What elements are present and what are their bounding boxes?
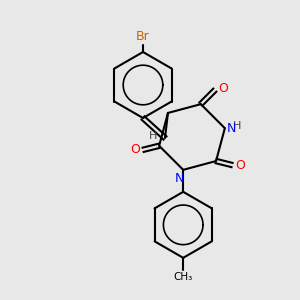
Text: N: N [175, 172, 184, 185]
Text: O: O [218, 82, 228, 95]
Text: O: O [235, 158, 245, 172]
Text: N: N [227, 122, 236, 135]
Text: O: O [130, 143, 140, 156]
Text: H: H [148, 131, 157, 141]
Text: CH₃: CH₃ [174, 272, 193, 282]
Text: Br: Br [136, 30, 150, 43]
Text: H: H [233, 121, 241, 131]
